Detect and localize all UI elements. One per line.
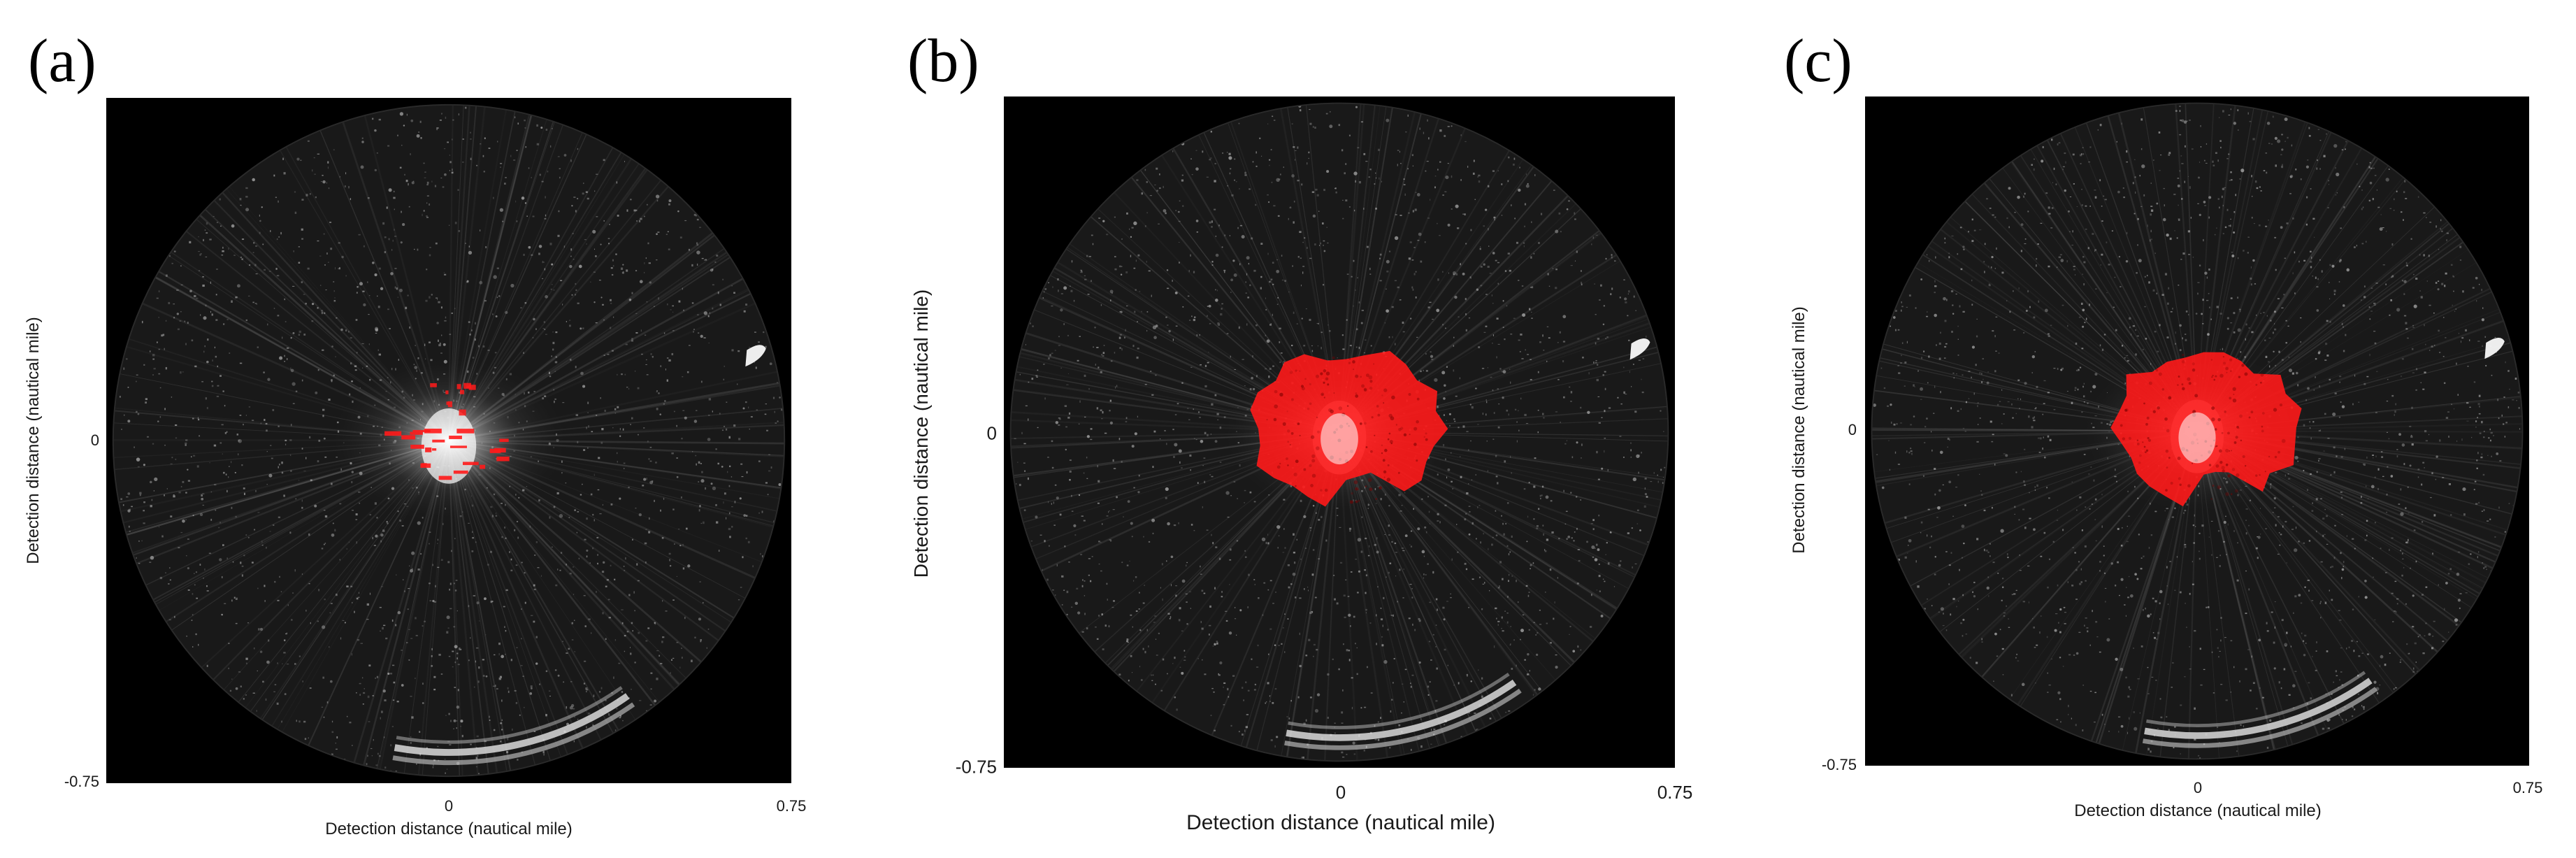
x-tick-max-c: 0.75	[2512, 779, 2543, 796]
x-axis-label-c: Detection distance (nautical mile)	[2074, 801, 2322, 820]
bottom-arcs	[1284, 673, 1522, 750]
panel-label-b: (b)	[907, 27, 979, 95]
edge-echo	[1629, 338, 1650, 360]
x-tick-max-a: 0.75	[776, 797, 807, 815]
radar-image-b	[1004, 96, 1675, 768]
y-axis-label-a: Detection distance (nautical mile)	[24, 317, 43, 564]
detection-overlay	[2110, 352, 2302, 507]
y-tick-zero-b: 0	[986, 422, 997, 444]
bottom-arcs	[2142, 671, 2378, 748]
radar-noise	[119, 106, 783, 777]
x-tick-max-b: 0.75	[1657, 782, 1693, 803]
detection-overlay	[384, 382, 510, 480]
y-axis-label-b: Detection distance (nautical mile)	[910, 289, 932, 578]
panel-a: (a) Detection distance (nautical mile) 0…	[0, 0, 858, 858]
x-tick-zero-b: 0	[1335, 782, 1346, 803]
panel-c: (c) Detection distance (nautical mile) 0…	[1717, 0, 2576, 858]
radar-noise	[1873, 106, 2521, 759]
bottom-arcs	[392, 686, 635, 766]
edge-echo	[745, 345, 766, 367]
radar-scan-b	[1004, 96, 1675, 768]
y-tick-min-b: -0.75	[955, 756, 997, 778]
radar-rim	[1009, 102, 1669, 762]
radar-image-c	[1865, 96, 2529, 766]
radar-scan-a	[106, 98, 791, 783]
y-tick-min-c: -0.75	[1821, 756, 1857, 773]
x-axis-label-a: Detection distance (nautical mile)	[325, 820, 573, 838]
y-tick-min-a: -0.75	[64, 773, 99, 790]
panel-label-a: (a)	[28, 27, 96, 95]
detection-overlay	[1250, 350, 1448, 507]
radar-image-a	[106, 98, 791, 783]
x-tick-zero-c: 0	[2193, 779, 2203, 796]
x-tick-zero-a: 0	[444, 797, 454, 815]
panel-label-c: (c)	[1784, 27, 1852, 95]
x-axis-label-b: Detection distance (nautical mile)	[1186, 811, 1495, 834]
panel-b: (b) Detection distance (nautical mile) 0…	[858, 0, 1717, 858]
radar-rim	[1871, 102, 2524, 760]
edge-echo	[2484, 337, 2505, 359]
y-tick-zero-a: 0	[90, 431, 99, 449]
radar-scan-c	[1865, 96, 2529, 766]
radar-rim	[112, 103, 786, 778]
y-tick-zero-c: 0	[1848, 421, 1857, 438]
radar-noise	[1014, 104, 1666, 759]
y-axis-label-c: Detection distance (nautical mile)	[1790, 306, 1808, 554]
